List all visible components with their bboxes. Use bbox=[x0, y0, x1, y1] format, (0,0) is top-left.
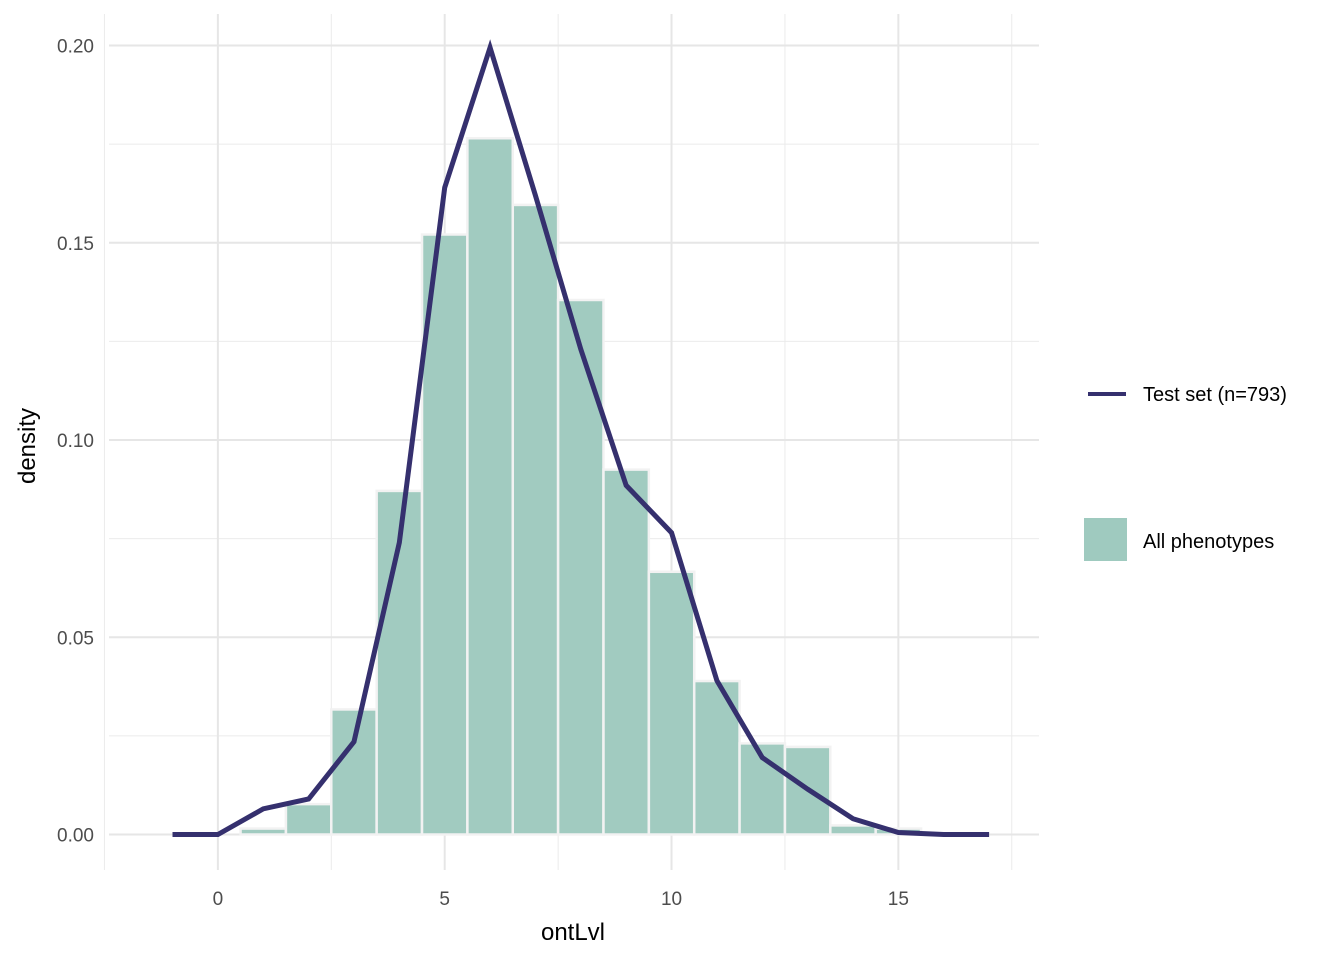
x-axis-title: ontLvl bbox=[541, 919, 605, 946]
histogram-bar bbox=[466, 137, 515, 836]
histogram-bar bbox=[556, 298, 605, 836]
density-line-layer bbox=[172, 39, 990, 837]
histogram-bar bbox=[602, 468, 651, 836]
histogram-bar bbox=[420, 233, 469, 836]
y-tick-label: 0.15 bbox=[57, 234, 94, 255]
legend-label-all-phenotypes: All phenotypes bbox=[1143, 531, 1274, 553]
x-tick-label: 5 bbox=[439, 889, 450, 910]
y-tick-label: 0.10 bbox=[57, 431, 94, 452]
y-axis-ticks: 0.00 0.05 0.10 0.15 0.20 bbox=[57, 37, 94, 847]
y-tick-label: 0.05 bbox=[57, 628, 94, 649]
histogram-bar bbox=[239, 827, 288, 836]
y-axis-title: density bbox=[14, 408, 41, 484]
legend-label-test-set: Test set (n=793) bbox=[1143, 384, 1287, 406]
y-tick-label: 0.00 bbox=[57, 825, 94, 846]
histogram-bar bbox=[330, 708, 378, 836]
legend: Test set (n=793) All phenotypes bbox=[1084, 384, 1287, 561]
histogram-bar bbox=[829, 824, 877, 836]
legend-key-fill bbox=[1084, 518, 1127, 561]
histogram-bar bbox=[284, 802, 333, 836]
x-tick-label: 0 bbox=[213, 889, 224, 910]
histogram-bar bbox=[511, 203, 560, 836]
x-tick-label: 10 bbox=[661, 889, 682, 910]
x-axis-ticks: 0 5 10 15 bbox=[213, 889, 909, 910]
x-tick-label: 15 bbox=[888, 889, 909, 910]
test-set-density-line bbox=[172, 39, 990, 837]
histogram-bars bbox=[239, 137, 923, 836]
y-tick-label: 0.20 bbox=[57, 37, 94, 58]
histogram-bar bbox=[647, 570, 696, 836]
